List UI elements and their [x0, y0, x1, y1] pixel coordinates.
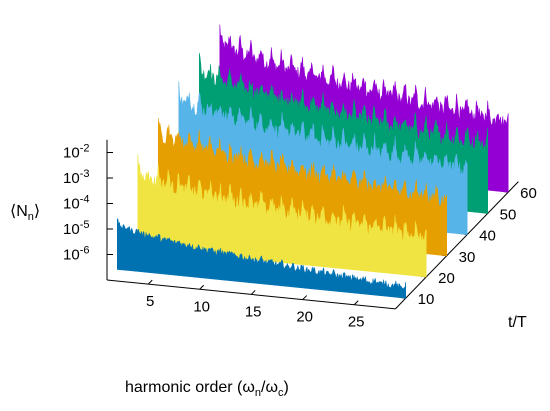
series-t20 [137, 154, 427, 278]
y-tick-label: 60 [520, 185, 537, 202]
y-tick-label: 10 [418, 291, 435, 308]
x-tick-label: 25 [348, 314, 365, 331]
series-group [117, 24, 509, 299]
x-tick-mark [302, 295, 308, 300]
x-tick-label: 15 [245, 303, 262, 320]
x-tick-mark [147, 279, 153, 285]
z-tick-label: 10-4 [63, 194, 89, 213]
y-axis-title: t/T [508, 314, 527, 331]
x-axis-title: harmonic order (ωn/ωc) [125, 379, 289, 399]
y-tick-label: 20 [438, 270, 455, 287]
z-tick-label: 10-6 [63, 245, 89, 264]
x-tick-mark [199, 284, 205, 290]
tick-labels: 5 10 15 20 2510203040506010-610-510-410-310-… [63, 143, 537, 331]
x-tick-label: 5 [146, 293, 154, 310]
y-tick-label: 50 [500, 206, 517, 223]
z-tick-label: 10-2 [63, 143, 89, 162]
y-axis-line [395, 181, 519, 310]
x-tick-mark [250, 290, 256, 295]
x-tick-label: 20 [296, 309, 313, 326]
y-tick-label: 40 [479, 228, 496, 245]
z-axis-title: ⟨Nn⟩ [10, 203, 40, 223]
x-tick-label: 10 [193, 298, 210, 315]
z-tick-label: 10-3 [63, 168, 89, 187]
y-tick-label: 30 [459, 249, 476, 266]
series-t10 [117, 218, 406, 299]
x-tick-mark [353, 300, 359, 306]
z-tick-label: 10-5 [63, 219, 89, 238]
